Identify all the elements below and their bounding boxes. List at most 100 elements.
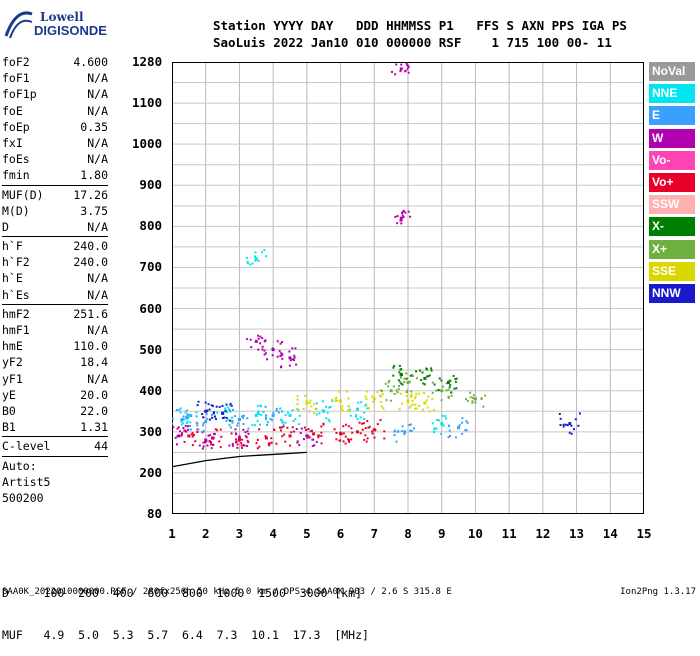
echo-point-NNE xyxy=(181,422,184,425)
echo-point-NNE xyxy=(298,423,301,426)
echo-point-E xyxy=(281,410,284,413)
echo-point-NNE xyxy=(321,400,324,403)
echo-point-E xyxy=(410,430,413,433)
echo-point-Vo+ xyxy=(360,422,363,425)
echo-point-W xyxy=(235,432,238,435)
param-value: 4.600 xyxy=(73,55,108,69)
echo-point-NNW xyxy=(562,423,565,426)
echo-point-Vo+ xyxy=(339,432,343,436)
echo-point-X+ xyxy=(387,381,390,384)
echo-point-NNW xyxy=(221,417,224,420)
echo-point-NNE xyxy=(321,409,324,412)
echo-point-SSE xyxy=(413,397,416,400)
param-value: N/A xyxy=(87,135,108,150)
echo-point-Vo+ xyxy=(358,421,361,424)
echo-point-NNE xyxy=(251,262,254,265)
echo-point-NNE xyxy=(288,413,292,417)
param-value: 17.26 xyxy=(73,187,108,202)
echo-point-X- xyxy=(446,381,450,385)
echo-point-X+ xyxy=(406,381,410,385)
echo-point-NNW xyxy=(201,412,204,415)
echo-point-NNW xyxy=(204,409,208,413)
echo-point-E xyxy=(202,422,205,425)
echo-point-Vo+ xyxy=(264,436,268,440)
echo-point-W xyxy=(205,440,208,443)
echo-point-E xyxy=(465,420,468,423)
echo-point-NNE xyxy=(281,419,284,422)
param-value: N/A xyxy=(87,152,108,167)
echo-point-W xyxy=(295,428,298,431)
echo-point-SSE xyxy=(406,399,410,403)
echo-point-E xyxy=(242,416,245,419)
echo-point-X+ xyxy=(408,380,411,383)
echo-point-SSE xyxy=(295,407,298,410)
echo-point-E xyxy=(210,413,213,416)
echo-point-E xyxy=(409,429,412,432)
x-tick-label: 15 xyxy=(636,526,652,541)
echo-point-X- xyxy=(421,371,424,374)
echo-point-Vo+ xyxy=(180,434,183,437)
echo-point-Vo+ xyxy=(383,437,386,440)
echo-point-SSE xyxy=(405,394,408,397)
echo-point-E xyxy=(172,417,174,420)
header-row2: SaoLuis 2022 Jan10 010 000000 RSF 1 715 … xyxy=(213,35,612,50)
echo-point-Vo+ xyxy=(241,438,244,441)
echo-point-X- xyxy=(405,377,408,380)
echo-point-NNW xyxy=(215,405,218,408)
echo-point-NNE xyxy=(366,407,369,410)
echo-point-SSE xyxy=(426,406,429,409)
echo-point-E xyxy=(400,430,403,433)
echo-point-Vo+ xyxy=(288,444,291,447)
echo-point-NNE xyxy=(225,420,228,423)
echo-point-E xyxy=(232,408,235,411)
echo-point-W xyxy=(261,348,264,351)
param-row: foEs N/A xyxy=(2,151,108,167)
echo-point-W xyxy=(186,425,189,428)
echo-point-W xyxy=(208,434,211,437)
echo-point-NNE xyxy=(437,419,440,422)
echo-point-W xyxy=(299,432,302,435)
echo-point-W xyxy=(280,352,283,355)
echo-point-W xyxy=(234,428,237,431)
echo-point-W xyxy=(184,424,187,427)
echo-point-SSE xyxy=(411,403,414,406)
x-tick-label: 1 xyxy=(168,526,176,541)
param-row: B0 22.0 xyxy=(2,403,108,419)
echo-point-SSE xyxy=(334,399,337,402)
echo-point-Vo+ xyxy=(256,438,259,441)
echo-point-Vo+ xyxy=(281,435,284,438)
echo-point-W xyxy=(293,356,296,359)
echo-point-W xyxy=(406,68,409,71)
param-row: Auto: xyxy=(2,458,108,474)
echo-point-W xyxy=(291,358,294,361)
echo-point-NNE xyxy=(183,418,186,421)
echo-point-Vo+ xyxy=(347,438,350,441)
echo-point-E xyxy=(448,429,451,432)
echo-point-NNW xyxy=(559,417,562,420)
echo-point-W xyxy=(289,359,292,362)
echo-point-W xyxy=(176,435,179,438)
echo-point-Vo+ xyxy=(194,440,197,443)
echo-point-Vo+ xyxy=(238,435,241,438)
echo-point-X- xyxy=(426,375,429,378)
echo-point-NNE xyxy=(284,413,287,416)
echo-point-E xyxy=(178,408,181,411)
echo-point-E xyxy=(195,421,198,424)
param-separator xyxy=(2,184,108,186)
echo-point-E xyxy=(278,411,281,414)
echo-point-NNW xyxy=(568,422,572,426)
echo-point-NNW xyxy=(208,408,211,411)
echo-point-E xyxy=(196,424,199,427)
y-tick-label: 300 xyxy=(139,423,162,439)
param-key: yE xyxy=(2,387,16,402)
echo-point-NNE xyxy=(327,418,330,421)
echo-point-X+ xyxy=(442,385,445,388)
echo-point-NNW xyxy=(212,412,215,415)
param-row: fmin 1.80 xyxy=(2,167,108,183)
echo-point-E xyxy=(449,434,452,437)
electron-density-profile-line xyxy=(172,451,307,468)
echo-point-W xyxy=(243,444,246,447)
echo-point-W xyxy=(313,444,316,447)
echo-point-SSE xyxy=(367,407,370,410)
param-key: D xyxy=(2,219,9,234)
